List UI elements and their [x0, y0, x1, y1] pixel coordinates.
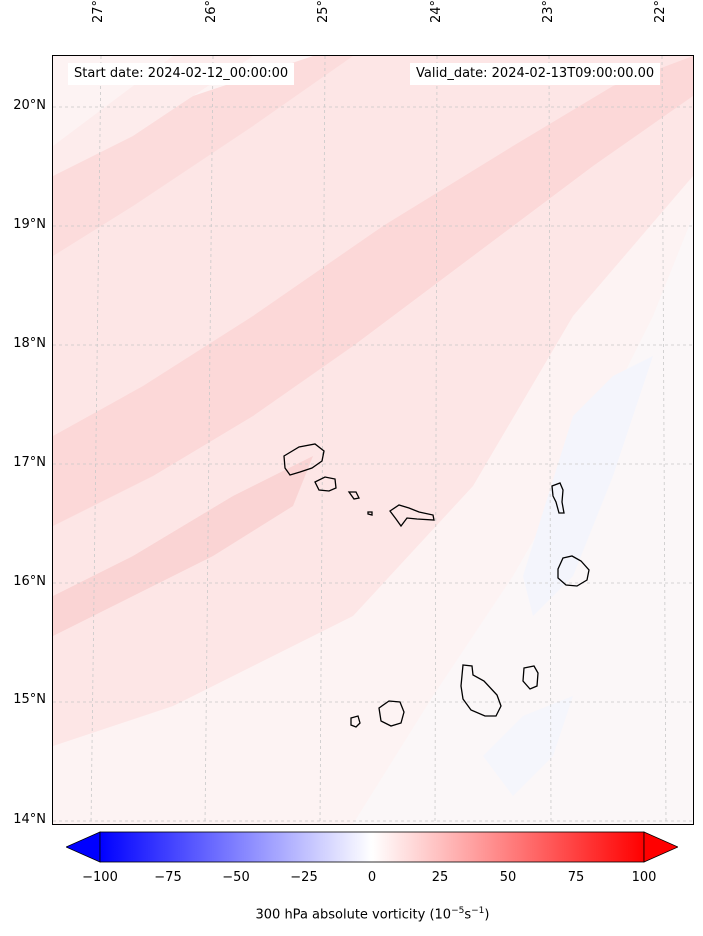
colorbar-min-extend	[66, 831, 101, 863]
colorbar-gradient	[99, 831, 645, 863]
map-plot-area[interactable]	[52, 55, 694, 825]
island-raso	[367, 511, 373, 516]
colorbar-label: 300 hPa absolute vorticity (10−5s−1)	[255, 906, 490, 923]
field-streak-lower	[53, 456, 313, 636]
lat-label-15n: 15°N	[13, 692, 46, 707]
island-sao-nicolau	[389, 504, 435, 528]
gridlines	[53, 56, 693, 824]
field-channel-light	[53, 56, 253, 176]
lon-label-27w: 27°W	[91, 0, 106, 23]
lat-label-19n: 19°N	[13, 217, 46, 232]
colorbar	[66, 831, 678, 863]
island-sal	[551, 482, 565, 514]
colorbar-tick: −50	[222, 870, 250, 885]
colorbar-max-extend	[643, 831, 678, 863]
colorbar-tick: −25	[290, 870, 318, 885]
island-fogo	[378, 700, 405, 727]
lat-label-17n: 17°N	[13, 455, 46, 470]
lon-label-23w: 23°W	[541, 0, 556, 23]
lat-label-20n: 20°N	[13, 98, 46, 113]
lat-label-18n: 18°N	[13, 336, 46, 351]
lon-label-24w: 24°W	[429, 0, 444, 23]
valid-date-label: Valid_date: 2024-02-13T09:00:00.00	[410, 63, 661, 85]
lon-label-25w: 25°W	[316, 0, 331, 23]
island-boa-vista	[557, 555, 590, 587]
vorticity-field-map	[53, 56, 693, 824]
coastlines	[283, 443, 590, 728]
island-santa-luzia	[347, 491, 360, 500]
field-band-mid	[53, 56, 693, 746]
colorbar-tick: 100	[631, 870, 657, 885]
lat-label-14n: 14°N	[13, 812, 46, 827]
island-santo-antao	[283, 443, 325, 476]
lon-label-22w: 22°W	[653, 0, 668, 23]
island-brava	[350, 715, 361, 728]
colorbar-tick: 25	[431, 870, 449, 885]
colorbar-tick: −100	[82, 870, 118, 885]
start-date-label: Start date: 2024-02-12_00:00:00	[68, 63, 295, 85]
lon-label-26w: 26°W	[204, 0, 219, 23]
island-santiago	[460, 664, 502, 717]
colorbar-tick: 75	[567, 870, 585, 885]
colorbar-tick: −75	[154, 870, 182, 885]
field-negative-patch-2	[483, 696, 573, 796]
lat-label-16n: 16°N	[13, 574, 46, 589]
field-negative-patch	[523, 356, 653, 616]
colorbar-tick: 50	[499, 870, 517, 885]
field-streak-upper	[53, 56, 353, 256]
field-near-zero	[353, 216, 693, 824]
field-streak-central	[53, 56, 693, 526]
island-sao-vicente	[314, 476, 337, 492]
island-maio	[522, 665, 539, 690]
colorbar-tick: 0	[367, 870, 377, 885]
